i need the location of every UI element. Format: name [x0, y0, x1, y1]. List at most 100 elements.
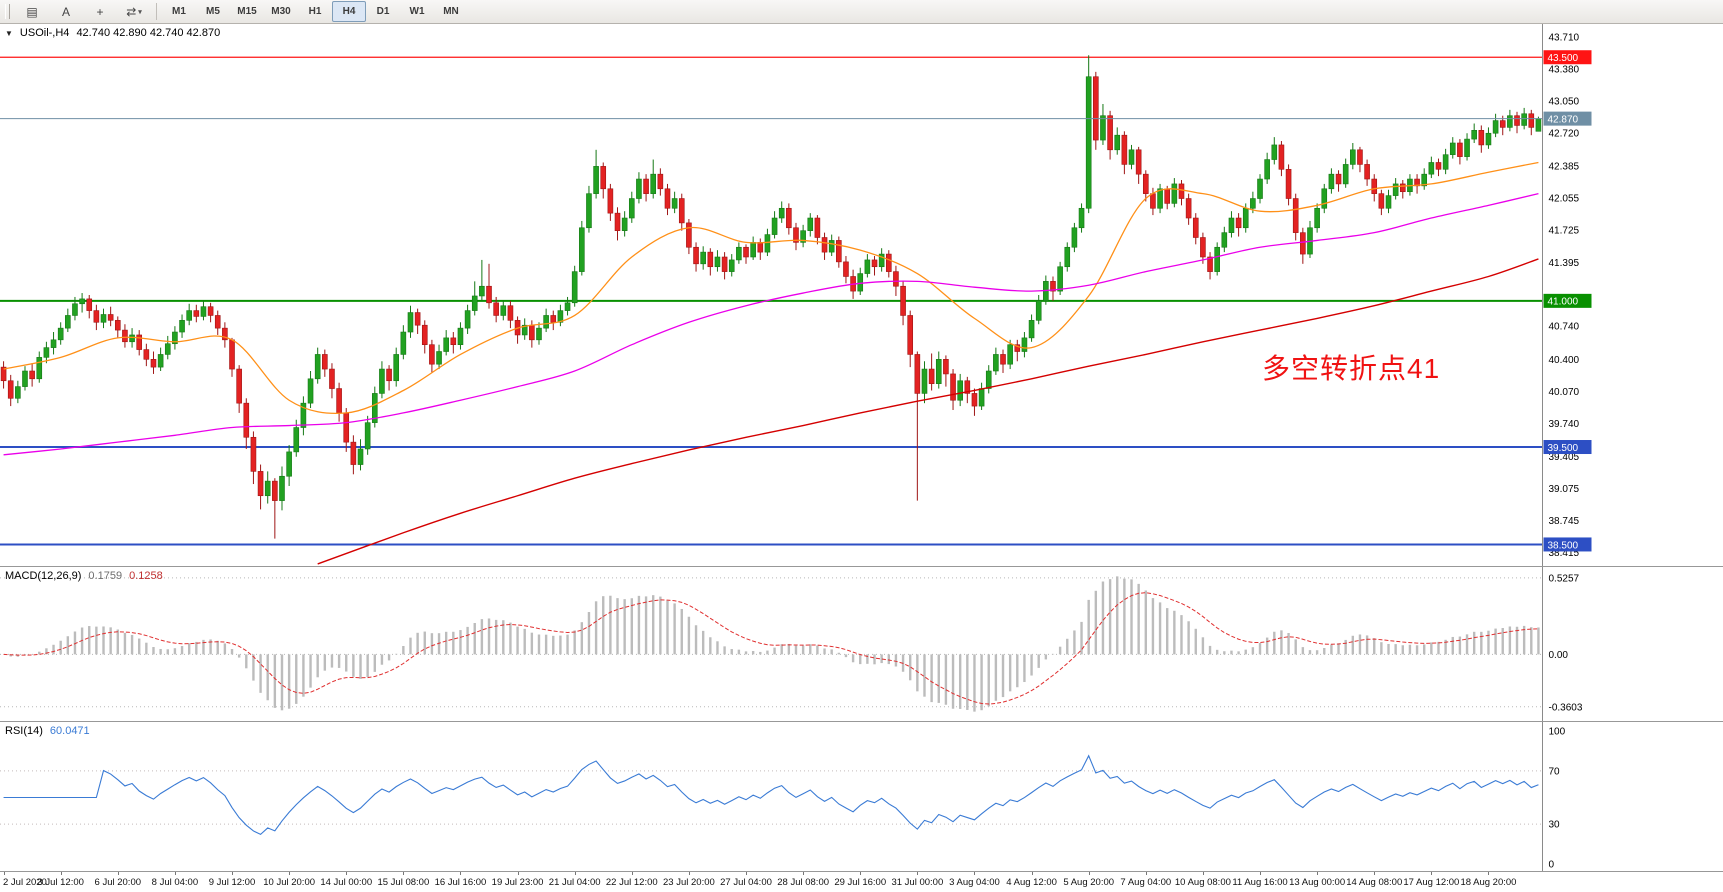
price-axis-labels: 43.710 43.380 43.050 42.720 42.385 42.055 41.7…: [1549, 32, 1580, 559]
svg-text:39.740: 39.740: [1549, 419, 1580, 430]
timeframe-button-h1[interactable]: H1: [308, 6, 322, 17]
timeframe-button-m30[interactable]: M30: [271, 6, 291, 17]
time-axis-tick: [574, 872, 576, 875]
line-studies-dropdown[interactable]: ⇄ ▾: [126, 4, 142, 19]
macd-label: MACD(12,26,9): [5, 570, 82, 582]
time-axis-tick: [117, 872, 119, 875]
time-axis-tick: [1374, 872, 1376, 875]
time-axis-tick: [803, 872, 805, 875]
crosshair-button[interactable]: +: [96, 4, 104, 19]
time-axis-label: 14 Aug 08:00: [1346, 877, 1403, 888]
svg-text:100: 100: [1549, 727, 1566, 738]
timeframe-button-w1[interactable]: W1: [409, 6, 425, 17]
time-axis-label: 28 Jul 08:00: [777, 877, 830, 888]
time-axis-label: 18 Aug 20:00: [1460, 877, 1517, 888]
svg-text:43.050: 43.050: [1549, 97, 1580, 108]
time-axis-label: 4 Aug 12:00: [1006, 877, 1057, 888]
time-axis-tick: [1431, 872, 1433, 875]
svg-text:39.075: 39.075: [1549, 484, 1580, 495]
time-axis-label: 2 Jul 2020: [3, 877, 47, 888]
time-axis-tick: [688, 872, 690, 875]
time-axis-tick: [860, 872, 862, 875]
timeframe-button-m5[interactable]: M5: [206, 6, 220, 17]
rsi-panel: 100 70 30 0 RSI(14) 60.0471: [0, 721, 1723, 871]
price-axis-badges: 43.500 41.000 39.500 38.500 42.870: [1543, 50, 1592, 552]
macd-chart[interactable]: 0.5257 0.00 -0.3603: [0, 567, 1723, 721]
time-axis-tick: [917, 872, 919, 875]
rsi-line: [3, 754, 1539, 836]
svg-text:42.385: 42.385: [1549, 161, 1580, 172]
candles-layer: [0, 55, 1542, 539]
time-axis-label: 15 Jul 08:00: [377, 877, 430, 888]
chart-annotation: 多空转折点41: [1262, 353, 1441, 385]
ma-fast-orange: [3, 161, 1539, 414]
svg-text:40.740: 40.740: [1549, 322, 1580, 333]
time-axis-tick: [346, 872, 348, 875]
price-chart[interactable]: 43.710 43.380 43.050 42.720 42.385 42.055 41.7…: [0, 24, 1723, 566]
time-axis-label: 29 Jul 16:00: [834, 877, 887, 888]
svg-text:42.720: 42.720: [1549, 129, 1580, 140]
time-axis-label: 19 Jul 23:00: [491, 877, 544, 888]
timeframe-button-m1[interactable]: M1: [172, 6, 186, 17]
time-axis-tick: [174, 872, 176, 875]
level-badge-42.870: 42.870: [1543, 111, 1592, 126]
time-axis-label: 17 Aug 12:00: [1403, 877, 1460, 888]
rsi-label: RSI(14): [5, 725, 43, 737]
time-axis-label: 6 Jul 20:00: [94, 877, 142, 888]
time-axis-tick: [631, 872, 633, 875]
svg-text:0.00: 0.00: [1549, 650, 1569, 661]
toolbar-separator: [156, 3, 157, 20]
time-axis-tick: [1145, 872, 1147, 875]
chart-window-icon[interactable]: ▤: [26, 4, 38, 19]
level-badge-38.500: 38.500: [1543, 537, 1592, 552]
time-axis-tick: [60, 872, 62, 875]
svg-text:41.395: 41.395: [1549, 258, 1580, 269]
time-axis-label: 13 Aug 00:00: [1289, 877, 1346, 888]
price-chart-panel: 43.710 43.380 43.050 42.720 42.385 42.055 41.7…: [0, 24, 1723, 566]
svg-text:30: 30: [1549, 820, 1561, 831]
time-axis-label: 27 Jul 04:00: [720, 877, 772, 888]
toolbar-grip: [5, 4, 10, 19]
time-axis[interactable]: 2 Jul 2020 3 Jul 12:00 6 Jul 20:00 8 Jul 04…: [0, 871, 1723, 892]
time-axis-label: 10 Jul 20:00: [263, 877, 316, 888]
time-axis-label: 23 Jul 20:00: [663, 877, 715, 888]
svg-text:39.500: 39.500: [1548, 443, 1579, 454]
chart-title: USOil-,H4: [19, 27, 70, 39]
svg-text:38.415: 38.415: [1549, 548, 1580, 559]
time-axis-tick: [1260, 872, 1261, 875]
macd-signal-value: 0.1258: [129, 570, 163, 582]
toolbar: ▤ A + ⇄ ▾ M1 M5 M15 M30 H1 H4 D1 W1 MN: [0, 0, 1723, 24]
svg-text:70: 70: [1549, 766, 1561, 777]
text-tool-button[interactable]: A: [61, 4, 70, 19]
time-axis-label: 14 Jul 00:00: [320, 877, 373, 888]
time-axis-label: 10 Aug 08:00: [1174, 877, 1231, 888]
svg-text:43.500: 43.500: [1548, 53, 1579, 64]
svg-text:42.870: 42.870: [1548, 114, 1579, 125]
time-axis-tick: [232, 872, 233, 875]
svg-text:43.710: 43.710: [1549, 32, 1580, 43]
level-lines: [0, 56, 1542, 546]
svg-text:40.070: 40.070: [1549, 387, 1580, 398]
rsi-value: 60.0471: [49, 725, 90, 737]
macd-signal-line: [3, 592, 1539, 705]
timeframe-button-mn[interactable]: MN: [443, 6, 459, 17]
timeframe-button-d1[interactable]: D1: [376, 6, 390, 17]
svg-text:39.405: 39.405: [1549, 452, 1580, 463]
chart-symbol-dropdown-icon[interactable]: ▼: [5, 29, 13, 38]
timeframe-button-h4[interactable]: H4: [332, 1, 366, 22]
time-axis-tick: [1088, 872, 1090, 875]
svg-text:-0.3603: -0.3603: [1549, 702, 1583, 713]
timeframe-button-m15[interactable]: M15: [237, 6, 257, 17]
svg-text:42.055: 42.055: [1549, 194, 1580, 205]
rsi-chart[interactable]: 100 70 30 0: [0, 722, 1723, 871]
time-axis-label: 21 Jul 04:00: [548, 877, 601, 888]
svg-text:38.745: 38.745: [1549, 516, 1580, 527]
ma-mid-magenta: [3, 193, 1539, 456]
svg-text:43.380: 43.380: [1549, 64, 1580, 75]
time-axis-label: 3 Aug 04:00: [949, 877, 1000, 888]
macd-panel: 0.5257 0.00 -0.3603 MACD(12,26,9) 0.1759 0…: [0, 566, 1723, 721]
svg-text:0.5257: 0.5257: [1549, 573, 1580, 584]
svg-text:38.500: 38.500: [1548, 540, 1579, 551]
time-axis-tick: [1317, 872, 1319, 875]
level-badge-39.500: 39.500: [1543, 440, 1592, 455]
